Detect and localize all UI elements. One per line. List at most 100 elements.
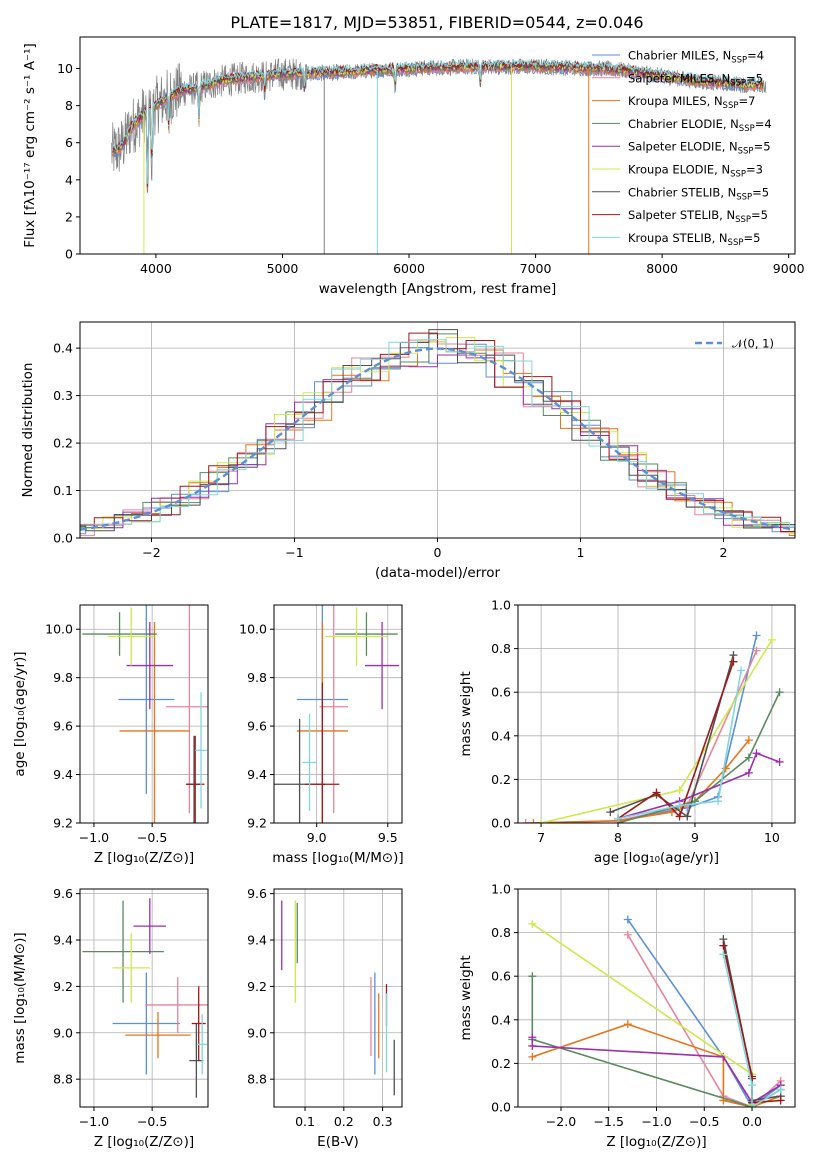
y-tick-label: 9.6 [53,886,73,901]
weight-marker [744,768,753,777]
weight-line [532,1023,781,1107]
weight-marker [752,631,761,640]
errorbars-mass_vs_Z [82,898,208,1098]
x-tick-label: −0.5 [137,1114,167,1129]
axes-frame [79,604,209,824]
axes-age_vs_Z: −1.0 −0.5 9.2 9.4 9.6 9.8 10.0 Z [log₁₀(Z/Z⊙)] a… [12,604,209,866]
y-tick-label: 9.2 [53,979,73,994]
weight-marker [776,1085,785,1094]
y-tick-label: 9.2 [247,816,267,831]
errorbar-salpeter_stelib [305,682,340,823]
weight-series-kroupa_stelib [614,666,746,823]
y-tick-label: 1.0 [491,598,511,613]
y-tick-label: 6 [65,135,73,150]
legend-label-chabrier_elodie: Chabrier ELODIE, NSSP=4 [628,117,772,134]
x-tick-label: −0.5 [137,830,167,845]
weight-series-kroupa_stelib [719,950,785,1107]
x-axis-label: mass [log₁₀(M/M⊙)] [272,850,403,866]
y-tick-label: 0.0 [491,1100,511,1115]
weight-line [531,923,753,1105]
weight-marker [652,788,661,797]
y-tick-label: 9.2 [247,979,267,994]
weight-series-kroupa_elodie [537,635,776,823]
spectrum-model-kroupa_stelib [112,58,763,185]
y-axis-label: mass weight [458,955,474,1040]
weight-marker [748,1081,757,1090]
axes-mass_vs_ebv: 0.1 0.2 0.3 8.8 9.0 9.2 9.4 9.6 E(B-V) [247,886,403,1150]
y-tick-label: 0.4 [491,728,511,743]
errorbars-age_vs_mass [274,605,400,823]
x-tick-label: 0 [434,545,442,560]
legend-label-chabrier_stelib: Chabrier STELIB, NSSP=5 [628,185,769,202]
weight-marker [623,915,632,924]
weight-marker [623,1020,632,1029]
weight-marker [675,786,684,795]
weight-marker [748,1103,757,1107]
errorbar-salpeter_elodie [365,621,400,710]
x-tick-label: −1.0 [79,830,109,845]
errorbar-chabrier_elodie [335,612,398,656]
y-tick-label: 0.4 [491,1012,511,1027]
errorbar-kroupa_elodie [112,933,150,1003]
weight-marker [537,819,546,823]
x-tick-label: −1.0 [79,1114,109,1129]
errorbar-kroupa_stelib [302,714,317,811]
residual-legend: 𝒩(0, 1) [695,337,774,351]
weight-series-kroupa_elodie [528,919,757,1107]
weight-marker [623,930,632,939]
errorbar-chabrier_miles [118,605,175,794]
axes-age_vs_mass: 9.0 9.5 9.2 9.4 9.6 9.8 10.0 mass [log₁₀(M/M⊙)] [239,604,404,866]
y-tick-label: 0.3 [53,388,73,403]
weight-line [722,954,782,1107]
errorbar-kroupa_elodie [325,607,388,666]
y-tick-label: 10.0 [239,622,267,637]
y-axis-label: mass weight [458,671,474,756]
y-tick-label: 0.6 [491,969,511,984]
errorbar-salpeter_elodie [133,898,167,954]
x-axis-label: wavelength [Angstrom, rest frame] [319,281,557,297]
y-tick-label: 0.0 [491,816,511,831]
y-axis-label: mass [log₁₀(M/M⊙)] [12,932,28,1063]
axes-frame [79,888,209,1108]
weight-marker [775,757,784,766]
y-tick-label: 9.4 [247,767,267,782]
axes-residuals: −2 −1 0 1 2 0.0 0.1 0.2 0.3 0.4 (data-model)/error… [20,321,796,581]
y-tick-label: 0.2 [53,436,73,451]
axes-weight_vs_Z: −2.0 −1.5 −1.0 −0.5 0.0 0.0 0.2 0.4 0.6 0.8 1.0 Z [… [458,882,796,1150]
y-tick-label: 1.0 [491,882,511,897]
weight-marker [675,801,684,810]
y-tick-label: 8 [65,98,73,113]
y-tick-label: 0.2 [491,1056,511,1071]
weight-marker [521,819,530,823]
y-axis-label: Normed distribution [20,363,36,498]
x-tick-label: 9.5 [378,830,398,845]
legend-label-chabrier_miles: Chabrier MILES, NSSP=4 [628,49,764,66]
weight-marker [528,1033,537,1042]
weight-line [610,654,735,818]
figure-title: PLATE=1817, MJD=53851, FIBERID=0544, z=0… [230,13,643,32]
errorbar-kroupa_elodie [107,607,155,666]
axes-spectrum: 4000 5000 6000 7000 8000 9000 0 2 4 6 8 10 wavelengt… [22,36,805,297]
panel-age_vs_mass [274,605,402,824]
errorbar-salpeter_stelib [191,986,206,1061]
y-tick-label: 10.0 [45,622,73,637]
histogram-series [80,329,795,537]
legend-label-kroupa_elodie: Kroupa ELODIE, NSSP=3 [628,163,763,180]
errorbar-chabrier_elodie [82,900,164,1003]
y-tick-label: 2 [65,209,73,224]
y-tick-label: 9.2 [53,816,73,831]
errorbar-chabrier_elodie [82,612,157,656]
y-tick-label: 9.6 [247,886,267,901]
errorbar-salpeter_miles [166,605,208,814]
weight-marker [719,941,728,950]
histogram-salpeter_elodie [80,354,795,529]
y-tick-label: 0.2 [491,772,511,787]
x-axis-label: age [log₁₀(age/yr)] [594,850,719,866]
weight-marker [719,950,728,959]
errorbars-mass_vs_ebv [281,900,395,1096]
errorbar-kroupa_stelib [197,1014,207,1075]
axes-frame [273,888,403,1108]
axes-frame [273,604,403,824]
legend-label-normal: 𝒩(0, 1) [732,337,774,351]
x-tick-label: 0.1 [295,1114,315,1129]
